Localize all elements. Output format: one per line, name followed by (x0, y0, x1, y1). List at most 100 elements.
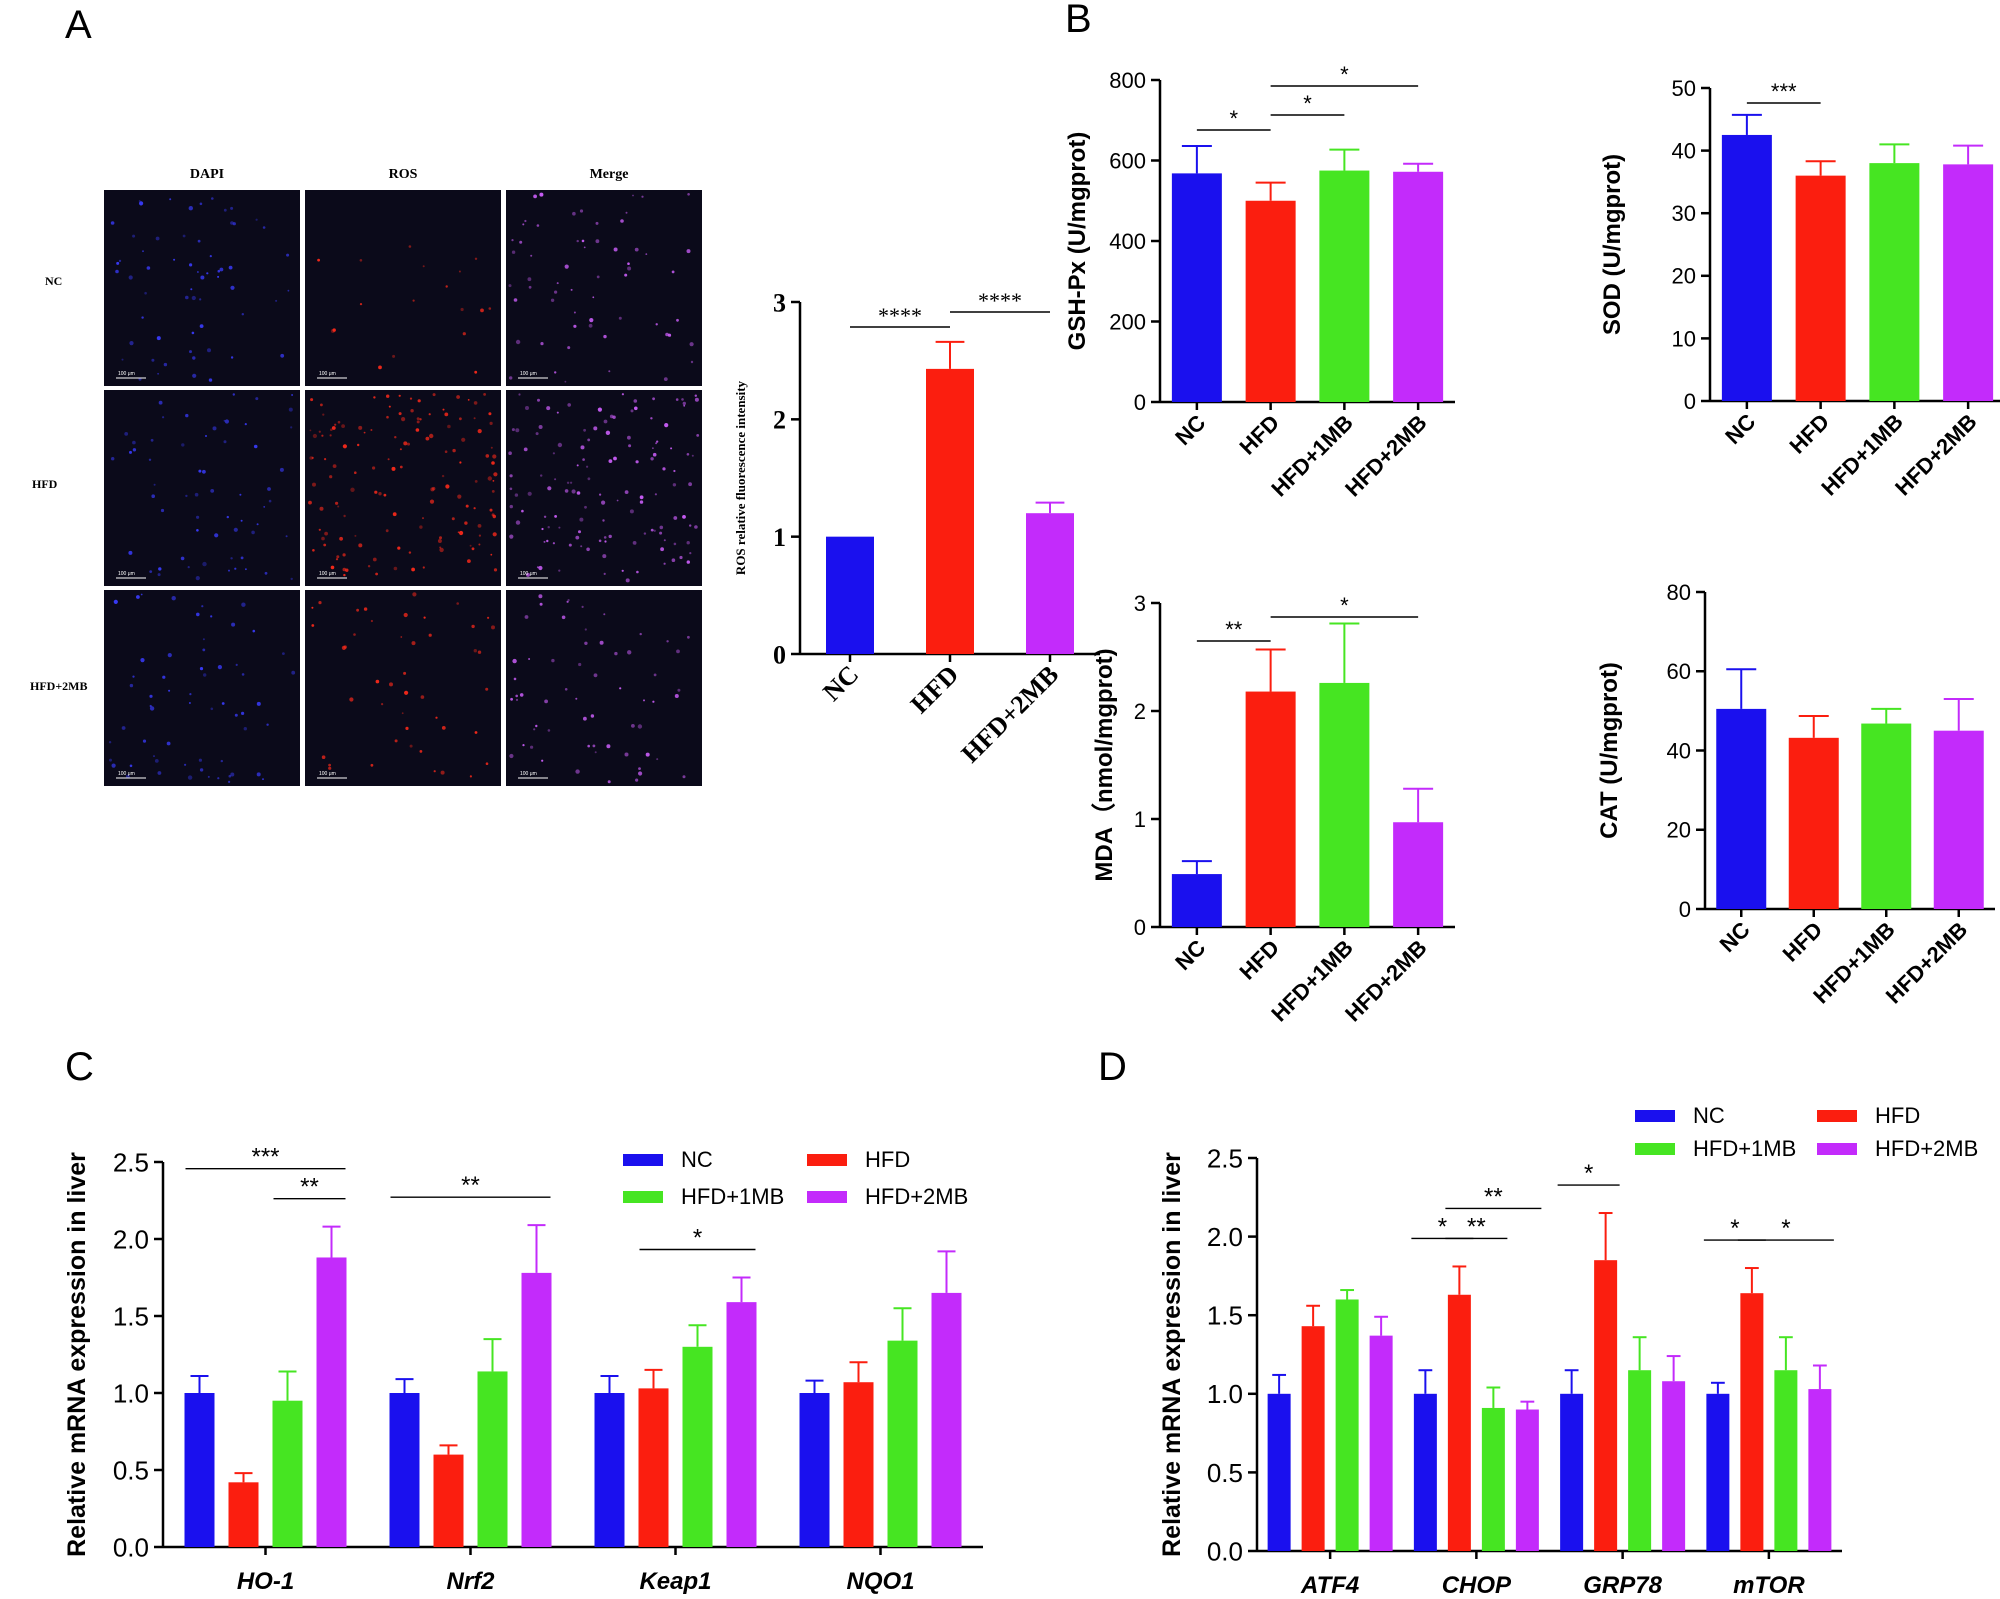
y-tick-label: 80 (1667, 580, 1691, 605)
cell-signal (149, 694, 153, 698)
cell-signal (575, 769, 580, 774)
bar-keap1-hfd (638, 1388, 669, 1547)
cell-signal (492, 454, 497, 459)
cell-signal (567, 403, 571, 407)
y-tick-label: 3 (1134, 591, 1146, 616)
cell-signal (533, 728, 536, 731)
cell-signal (552, 542, 556, 545)
cell-signal (255, 218, 258, 221)
cell-signal (217, 275, 220, 278)
cell-signal (440, 770, 445, 775)
cell-signal (196, 529, 199, 532)
cell-signal (425, 436, 430, 441)
cell-signal (650, 457, 654, 461)
cell-signal (363, 431, 366, 434)
cell-signal (378, 492, 382, 496)
y-tick-label: 2 (773, 406, 786, 435)
y-tick-label: 20 (1672, 264, 1696, 289)
micrograph-hfd-2mb-dapi: 100 μm (104, 590, 300, 786)
cell-signal (192, 356, 196, 360)
cell-signal (444, 412, 449, 417)
cell-signal (223, 208, 227, 212)
cell-signal (537, 398, 540, 402)
cell-signal (457, 531, 460, 534)
y-axis-label: Relative mRNA expression in liver (63, 1152, 91, 1557)
y-tick-label: 0 (1134, 390, 1146, 415)
y-tick-label: 2.5 (113, 1147, 149, 1177)
y-tick-label: 200 (1109, 309, 1146, 334)
cell-signal (162, 416, 165, 419)
micrograph-hfd-2mb-merge: 100 μm (506, 590, 702, 786)
cell-signal (541, 527, 544, 531)
cell-signal (168, 689, 171, 692)
cell-signal (375, 572, 378, 576)
cell-signal (423, 616, 426, 619)
cell-signal (663, 539, 666, 542)
cell-signal (211, 197, 214, 200)
cell-signal (210, 615, 213, 618)
cell-signal (230, 221, 234, 225)
cell-signal (673, 469, 676, 473)
cell-signal (392, 512, 397, 517)
cell-signal (310, 398, 314, 402)
cell-signal (205, 435, 207, 437)
cell-signal (335, 558, 339, 561)
cell-signal (253, 444, 258, 449)
cell-signal (217, 777, 220, 780)
cell-signal (515, 520, 521, 525)
cell-signal (138, 377, 142, 381)
cell-signal (541, 759, 544, 762)
legend-swatch-nc (1635, 1110, 1675, 1122)
cell-signal (652, 700, 655, 703)
cell-signal (599, 640, 604, 645)
cell-signal (558, 569, 561, 572)
cell-signal (536, 224, 540, 227)
cell-signal (318, 601, 322, 605)
cell-signal (682, 401, 686, 406)
cell-signal (566, 481, 570, 484)
cell-signal (419, 525, 423, 529)
cell-signal (593, 673, 598, 678)
cell-signal (394, 739, 398, 743)
cell-signal (596, 275, 600, 279)
y-axis-label: GSH-Px (U/mgprot) (1064, 132, 1091, 351)
y-tick-label: 1.0 (1207, 1379, 1243, 1409)
cell-signal (483, 393, 486, 396)
cell-signal (619, 687, 622, 690)
cell-signal (490, 446, 493, 449)
cell-signal (332, 328, 336, 332)
cell-signal (653, 529, 656, 532)
y-tick-label: 40 (1667, 738, 1691, 763)
cell-signal (689, 552, 692, 555)
cell-signal (144, 291, 147, 295)
y-tick-label: 1.5 (113, 1301, 149, 1331)
cell-signal (659, 531, 663, 535)
cell-signal (153, 755, 155, 758)
cell-signal (487, 616, 490, 619)
cell-signal (473, 507, 476, 510)
significance-label: ** (300, 1174, 319, 1201)
cell-signal (228, 265, 233, 270)
cell-signal (583, 716, 587, 721)
cell-signal (544, 699, 548, 704)
cell-signal (157, 372, 160, 375)
micrograph-nc-ros: 100 μm (305, 190, 501, 386)
cell-signal (638, 771, 643, 776)
cell-signal (363, 607, 368, 611)
x-tick-label: NQO1 (846, 1568, 914, 1595)
cell-signal (579, 517, 584, 522)
cell-signal (244, 423, 247, 426)
cell-signal (240, 556, 244, 560)
microscopy-col-merge: Merge (590, 167, 629, 182)
micrograph-background (104, 590, 300, 786)
cell-signal (618, 316, 622, 320)
cell-signal (447, 424, 451, 429)
cell-signal (115, 269, 119, 274)
cell-signal (633, 399, 638, 403)
bar-hfd (926, 368, 974, 654)
cell-signal (522, 744, 525, 747)
significance-label: * (693, 1225, 702, 1252)
cell-signal (599, 493, 602, 496)
